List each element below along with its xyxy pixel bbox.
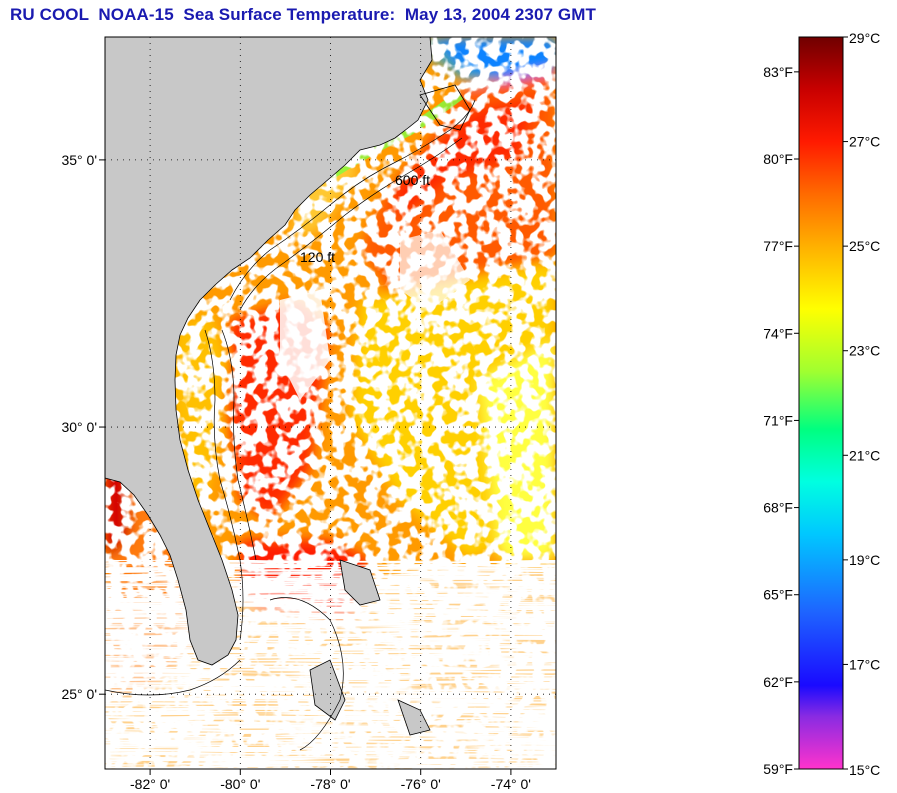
celsius-tick-label: 19°C [849,552,880,568]
isobath-label-600: 600 ft [395,172,430,188]
celsius-tick-label: 23°C [849,343,880,359]
longitude-axis: -82° 0' -80° 0' -78° 0' -76° 0' -74° 0' [130,769,531,792]
cloud-patch-georgia [280,290,330,400]
lat-tick-label: 25° 0' [61,686,97,702]
island-andros [309,659,346,721]
isobath-label-120: 120 ft [300,249,335,265]
lon-tick-label: -76° 0' [401,776,441,792]
sst-field: 120 ft 600 ft [105,37,556,769]
colorbar-fahrenheit-ticks: 83°F 80°F 77°F 74°F 71°F 68°F 65°F 62°F 59°F [763,64,799,777]
fahrenheit-tick-label: 71°F [763,412,793,428]
celsius-tick-label: 27°C [849,134,880,150]
fahrenheit-tick-label: 62°F [763,674,793,690]
lon-tick-label: -78° 0' [310,776,350,792]
celsius-tick-label: 17°C [849,656,880,672]
lon-tick-label: -80° 0' [220,776,260,792]
isobath-contour-bahamas [269,597,344,751]
colorbar: 29°C 27°C 25°C 23°C 21°C 19°C 17°C 15°C 83°F 80°… [763,30,880,778]
latitude-axis: 35° 0' 30° 0' 25° 0' [61,152,105,702]
isobath-contour-120ft [229,99,476,301]
lat-tick-label: 30° 0' [61,419,97,435]
fahrenheit-tick-label: 68°F [763,500,793,516]
celsius-tick-label: 29°C [849,30,880,46]
island-abaco [339,559,381,606]
colorbar-celsius-ticks: 29°C 27°C 25°C 23°C 21°C 19°C 17°C 15°C [843,30,880,778]
island-exuma [397,699,431,736]
fahrenheit-tick-label: 80°F [763,151,793,167]
fahrenheit-tick-label: 77°F [763,238,793,254]
fahrenheit-tick-label: 74°F [763,325,793,341]
fahrenheit-tick-label: 83°F [763,64,793,80]
lon-tick-label: -82° 0' [130,776,170,792]
isobath-contour-600ft [239,137,463,311]
outer-banks-outline [419,84,471,131]
colorbar-swatch [799,37,843,769]
celsius-tick-label: 15°C [849,762,880,778]
isobath-contour-florida-120 [204,329,244,641]
colorbar-frame [798,36,844,770]
map-panel: 120 ft 600 ft 35° 0' 30° 0' 25° 0' -82° 0'… [61,36,557,792]
lon-tick-label: -74° 0' [491,776,531,792]
isobath-contour-keys [105,659,241,696]
celsius-tick-label: 25°C [849,238,880,254]
fahrenheit-tick-label: 65°F [763,587,793,603]
graticule [105,37,556,769]
page-title: RU COOL NOAA-15 Sea Surface Temperature:… [10,5,596,24]
land-us-southeast [105,37,433,666]
isobath-contour-florida-600 [221,329,257,561]
cloud-patch-offshore [400,230,470,310]
fahrenheit-tick-label: 59°F [763,761,793,777]
lat-tick-label: 35° 0' [61,152,97,168]
celsius-tick-label: 21°C [849,447,880,463]
